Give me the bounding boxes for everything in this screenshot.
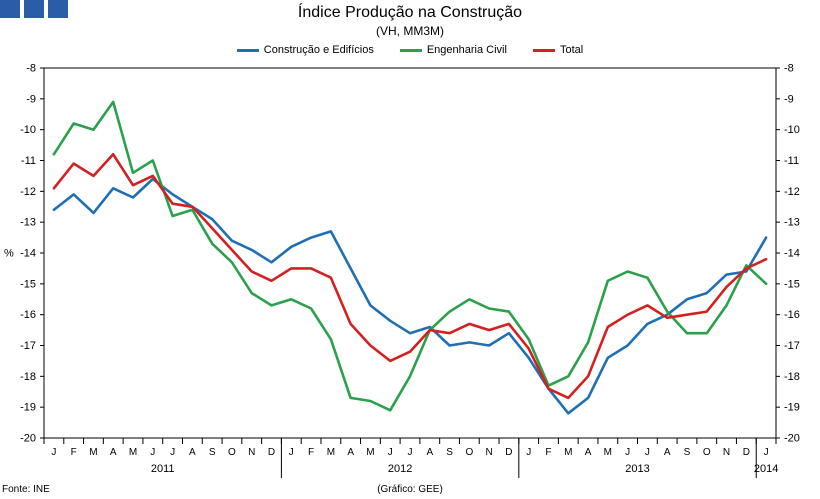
y-tick-label-left: -10 bbox=[20, 124, 36, 136]
source-note: Fonte: INE bbox=[2, 484, 50, 495]
x-tick-label: A bbox=[189, 447, 196, 458]
y-tick-label-left: -15 bbox=[20, 278, 36, 290]
chart-subtitle: (VH, MM3M) bbox=[376, 24, 444, 38]
y-tick-label-left: -19 bbox=[20, 402, 36, 414]
menu-block bbox=[0, 0, 20, 18]
series-line-1 bbox=[52, 100, 768, 412]
x-tick-label: O bbox=[465, 447, 473, 458]
legend-label: Total bbox=[559, 44, 584, 56]
x-tick-label: J bbox=[150, 447, 155, 458]
series-line-0 bbox=[52, 177, 768, 415]
x-tick-label: S bbox=[446, 447, 453, 458]
x-tick-label: M bbox=[366, 447, 374, 458]
year-label: 2013 bbox=[625, 463, 649, 475]
x-tick-label: J bbox=[625, 447, 630, 458]
y-tick-label-left: -8 bbox=[26, 63, 36, 75]
x-tick-label: O bbox=[228, 447, 236, 458]
x-tick-label: F bbox=[71, 447, 77, 458]
legend-label: Construção e Edifícios bbox=[263, 44, 374, 56]
x-tick-label: D bbox=[268, 447, 275, 458]
x-tick-label: M bbox=[327, 447, 335, 458]
x-tick-label: N bbox=[723, 447, 730, 458]
x-tick-label: J bbox=[408, 447, 413, 458]
x-tick-label: J bbox=[526, 447, 531, 458]
y-axis-label: % bbox=[4, 248, 14, 260]
y-tick-label-left: -18 bbox=[20, 371, 36, 383]
legend-swatch bbox=[399, 48, 422, 52]
y-tick-label-left: -14 bbox=[20, 248, 36, 260]
y-tick-label-left: -9 bbox=[26, 93, 36, 105]
legend-item-total: Total bbox=[532, 44, 584, 56]
x-tick-label: J bbox=[170, 447, 175, 458]
x-tick-label: N bbox=[486, 447, 493, 458]
chart-legend: Construção e Edifícios Engenharia Civil … bbox=[0, 44, 820, 56]
y-tick-label-right: -19 bbox=[784, 402, 800, 414]
y-tick-label-right: -20 bbox=[784, 433, 800, 445]
x-tick-label: D bbox=[505, 447, 512, 458]
x-tick-label: M bbox=[604, 447, 612, 458]
x-tick-label: J bbox=[764, 447, 769, 458]
x-tick-label: O bbox=[703, 447, 711, 458]
x-tick-label: A bbox=[585, 447, 592, 458]
x-tick-label: F bbox=[308, 447, 314, 458]
x-tick-label: J bbox=[51, 447, 56, 458]
x-tick-label: A bbox=[664, 447, 671, 458]
year-label: 2011 bbox=[151, 463, 175, 475]
x-tick-label: M bbox=[564, 447, 572, 458]
legend-swatch bbox=[236, 48, 259, 52]
legend-label: Engenharia Civil bbox=[426, 44, 507, 56]
y-tick-label-left: -16 bbox=[20, 309, 36, 321]
x-tick-label: A bbox=[426, 447, 433, 458]
series-line-2 bbox=[52, 153, 768, 400]
legend-item-construcao: Construção e Edifícios bbox=[236, 44, 374, 56]
x-tick-label: A bbox=[110, 447, 117, 458]
y-tick-label-right: -10 bbox=[784, 124, 800, 136]
y-tick-label-left: -13 bbox=[20, 217, 36, 229]
x-tick-label: J bbox=[645, 447, 650, 458]
y-tick-label-right: -16 bbox=[784, 309, 800, 321]
plot-frame bbox=[43, 67, 777, 439]
y-tick-label-left: -17 bbox=[20, 340, 36, 352]
chart-credit: (Gráfico: GEE) bbox=[377, 484, 443, 495]
y-tick-label-right: -18 bbox=[784, 371, 800, 383]
y-tick-label-right: -9 bbox=[784, 93, 794, 105]
menu-blocks-icon bbox=[0, 0, 68, 18]
y-tick-label-right: -17 bbox=[784, 340, 800, 352]
legend-item-engenharia: Engenharia Civil bbox=[399, 44, 507, 56]
y-tick-label-right: -14 bbox=[784, 248, 800, 260]
x-tick-label: J bbox=[388, 447, 393, 458]
x-tick-label: F bbox=[545, 447, 551, 458]
x-tick-label: S bbox=[209, 447, 216, 458]
x-tick-label: N bbox=[248, 447, 255, 458]
x-tick-label: M bbox=[129, 447, 137, 458]
x-tick-label: M bbox=[89, 447, 97, 458]
menu-block bbox=[48, 0, 68, 18]
y-tick-label-right: -11 bbox=[784, 155, 799, 167]
y-tick-label-left: -12 bbox=[20, 186, 36, 198]
x-tick-label: A bbox=[347, 447, 354, 458]
y-tick-label-left: -11 bbox=[21, 155, 36, 167]
x-tick-label: J bbox=[289, 447, 294, 458]
y-tick-label-right: -8 bbox=[784, 63, 794, 75]
y-tick-label-left: -20 bbox=[20, 433, 36, 445]
chart-title: Índice Produção na Construção bbox=[297, 4, 523, 21]
year-label: 2012 bbox=[388, 463, 412, 475]
year-label: 2014 bbox=[754, 463, 778, 475]
y-tick-label-right: -12 bbox=[784, 186, 800, 198]
y-tick-label-right: -15 bbox=[784, 278, 800, 290]
x-tick-label: D bbox=[743, 447, 750, 458]
y-tick-label-right: -13 bbox=[784, 217, 800, 229]
menu-block bbox=[24, 0, 44, 18]
x-tick-label: S bbox=[684, 447, 691, 458]
legend-swatch bbox=[532, 48, 555, 52]
